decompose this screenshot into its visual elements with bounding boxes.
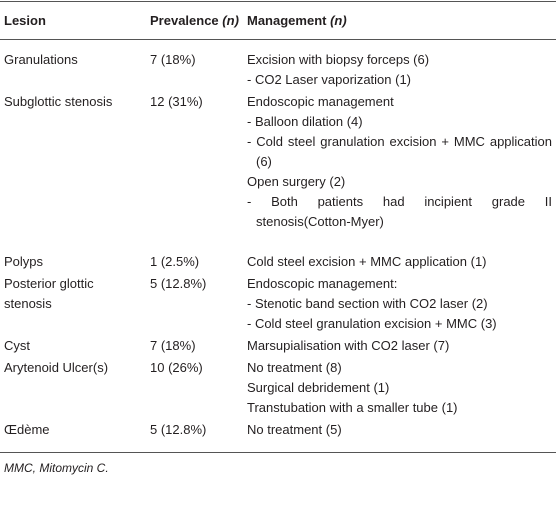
table-row: Subglottic stenosis 12 (31%) Endoscopic ma… [0,91,556,251]
management-line: Surgical debridement (1) [247,380,390,395]
table-row: Cyst 7 (18%) Marsupialisation with CO2 las… [0,335,556,357]
prevalence-cell: 5 (12.8%) [150,422,207,437]
management-cell: Marsupialisation with CO2 laser (7) [243,335,556,357]
prevalence-cell: 7 (18%) [150,338,196,353]
management-cell: Endoscopic management: - Stenotic band se… [243,273,556,335]
management-cell: Excision with biopsy forceps (6) - CO2 La… [243,40,556,92]
lesion-cell: Posterior glottic stenosis [4,276,94,311]
prevalence-cell: 5 (12.8%) [150,276,207,291]
table-row: Arytenoid Ulcer(s) 10 (26%) No treatment (… [0,357,556,419]
management-cell: No treatment (8) Surgical debridement (1)… [243,357,556,419]
management-line: - Balloon dilation (4) [247,114,363,129]
prevalence-cell: 12 (31%) [150,94,203,109]
management-line: - CO2 Laser vaporization (1) [247,72,412,87]
management-line: Marsupialisation with CO2 laser (7) [247,338,450,353]
lesion-cell: Subglottic stenosis [4,94,113,109]
management-line: Excision with biopsy forceps (6) [247,52,430,67]
table-row: Posterior glottic stenosis 5 (12.8%) Endos… [0,273,556,335]
header-cell: Prevalence (n) [146,1,243,40]
header-row: Lesion Prevalence (n) Management (n) [0,1,556,40]
data-table: Lesion Prevalence (n) Management (n) Granu… [0,1,556,453]
table-body: Granulations 7 (18%) Excision with biopsy … [0,40,556,453]
management-line: - Cold steel granulation excision + MMC … [247,134,552,169]
lesion-cell: Œdème [4,422,50,437]
management-cell: No treatment (5) [243,419,556,453]
management-line: Endoscopic management: [247,276,398,291]
header-cell: Lesion [0,1,146,40]
header-text: Lesion [4,13,46,28]
header-unit: (n) [222,13,239,28]
table-row: Œdème 5 (12.8%) No treatment (5) [0,419,556,453]
management-line: Cold steel excision + MMC application (1… [247,254,487,269]
management-line: - Cold steel granulation excision + MMC … [247,316,497,331]
lesion-cell: Granulations [4,52,78,67]
table-row: Granulations 7 (18%) Excision with biopsy … [0,40,556,92]
header-text: Management [247,13,327,28]
footnote: MMC, Mitomycin C. [4,461,109,475]
header-cell: Management (n) [243,1,556,40]
management-line: No treatment (5) [247,422,342,437]
management-cell: Endoscopic management - Balloon dilation … [243,91,556,251]
prevalence-cell: 10 (26%) [150,360,203,375]
lesion-cell: Arytenoid Ulcer(s) [4,360,109,375]
management-line: No treatment (8) [247,360,342,375]
header-unit: (n) [330,13,347,28]
lesion-cell: Cyst [4,338,30,353]
prevalence-cell: 1 (2.5%) [150,254,200,269]
prevalence-cell: 7 (18%) [150,52,196,67]
management-line: - Both patients had incipient grade II s… [247,194,552,229]
lesion-cell: Polyps [4,254,44,269]
management-line: Transtubation with a smaller tube (1) [247,400,458,415]
table-header: Lesion Prevalence (n) Management (n) [0,1,556,40]
header-text: Prevalence [150,13,219,28]
management-line: - Stenotic band section with CO2 laser (… [247,296,488,311]
management-cell: Cold steel excision + MMC application (1… [243,251,556,273]
management-line: Endoscopic management [247,94,394,109]
table-row: Polyps 1 (2.5%) Cold steel excision + MMC … [0,251,556,273]
management-line: Open surgery (2) [247,174,346,189]
